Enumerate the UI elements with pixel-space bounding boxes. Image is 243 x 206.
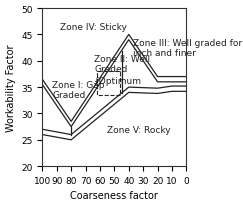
X-axis label: Coarseness factor: Coarseness factor (70, 191, 158, 200)
Text: Zone III: Well graded for ½
inch and finer: Zone III: Well graded for ½ inch and fin… (133, 39, 243, 58)
Y-axis label: Workability Factor: Workability Factor (6, 44, 16, 131)
Text: Zone V: Rocky: Zone V: Rocky (107, 125, 171, 134)
Text: {Optimum: {Optimum (94, 77, 142, 86)
Text: Zone I: Gap
Graded: Zone I: Gap Graded (52, 81, 105, 100)
Text: Zone II: Well
Graded: Zone II: Well Graded (94, 54, 150, 74)
Text: Zone IV: Sticky: Zone IV: Sticky (60, 23, 127, 32)
